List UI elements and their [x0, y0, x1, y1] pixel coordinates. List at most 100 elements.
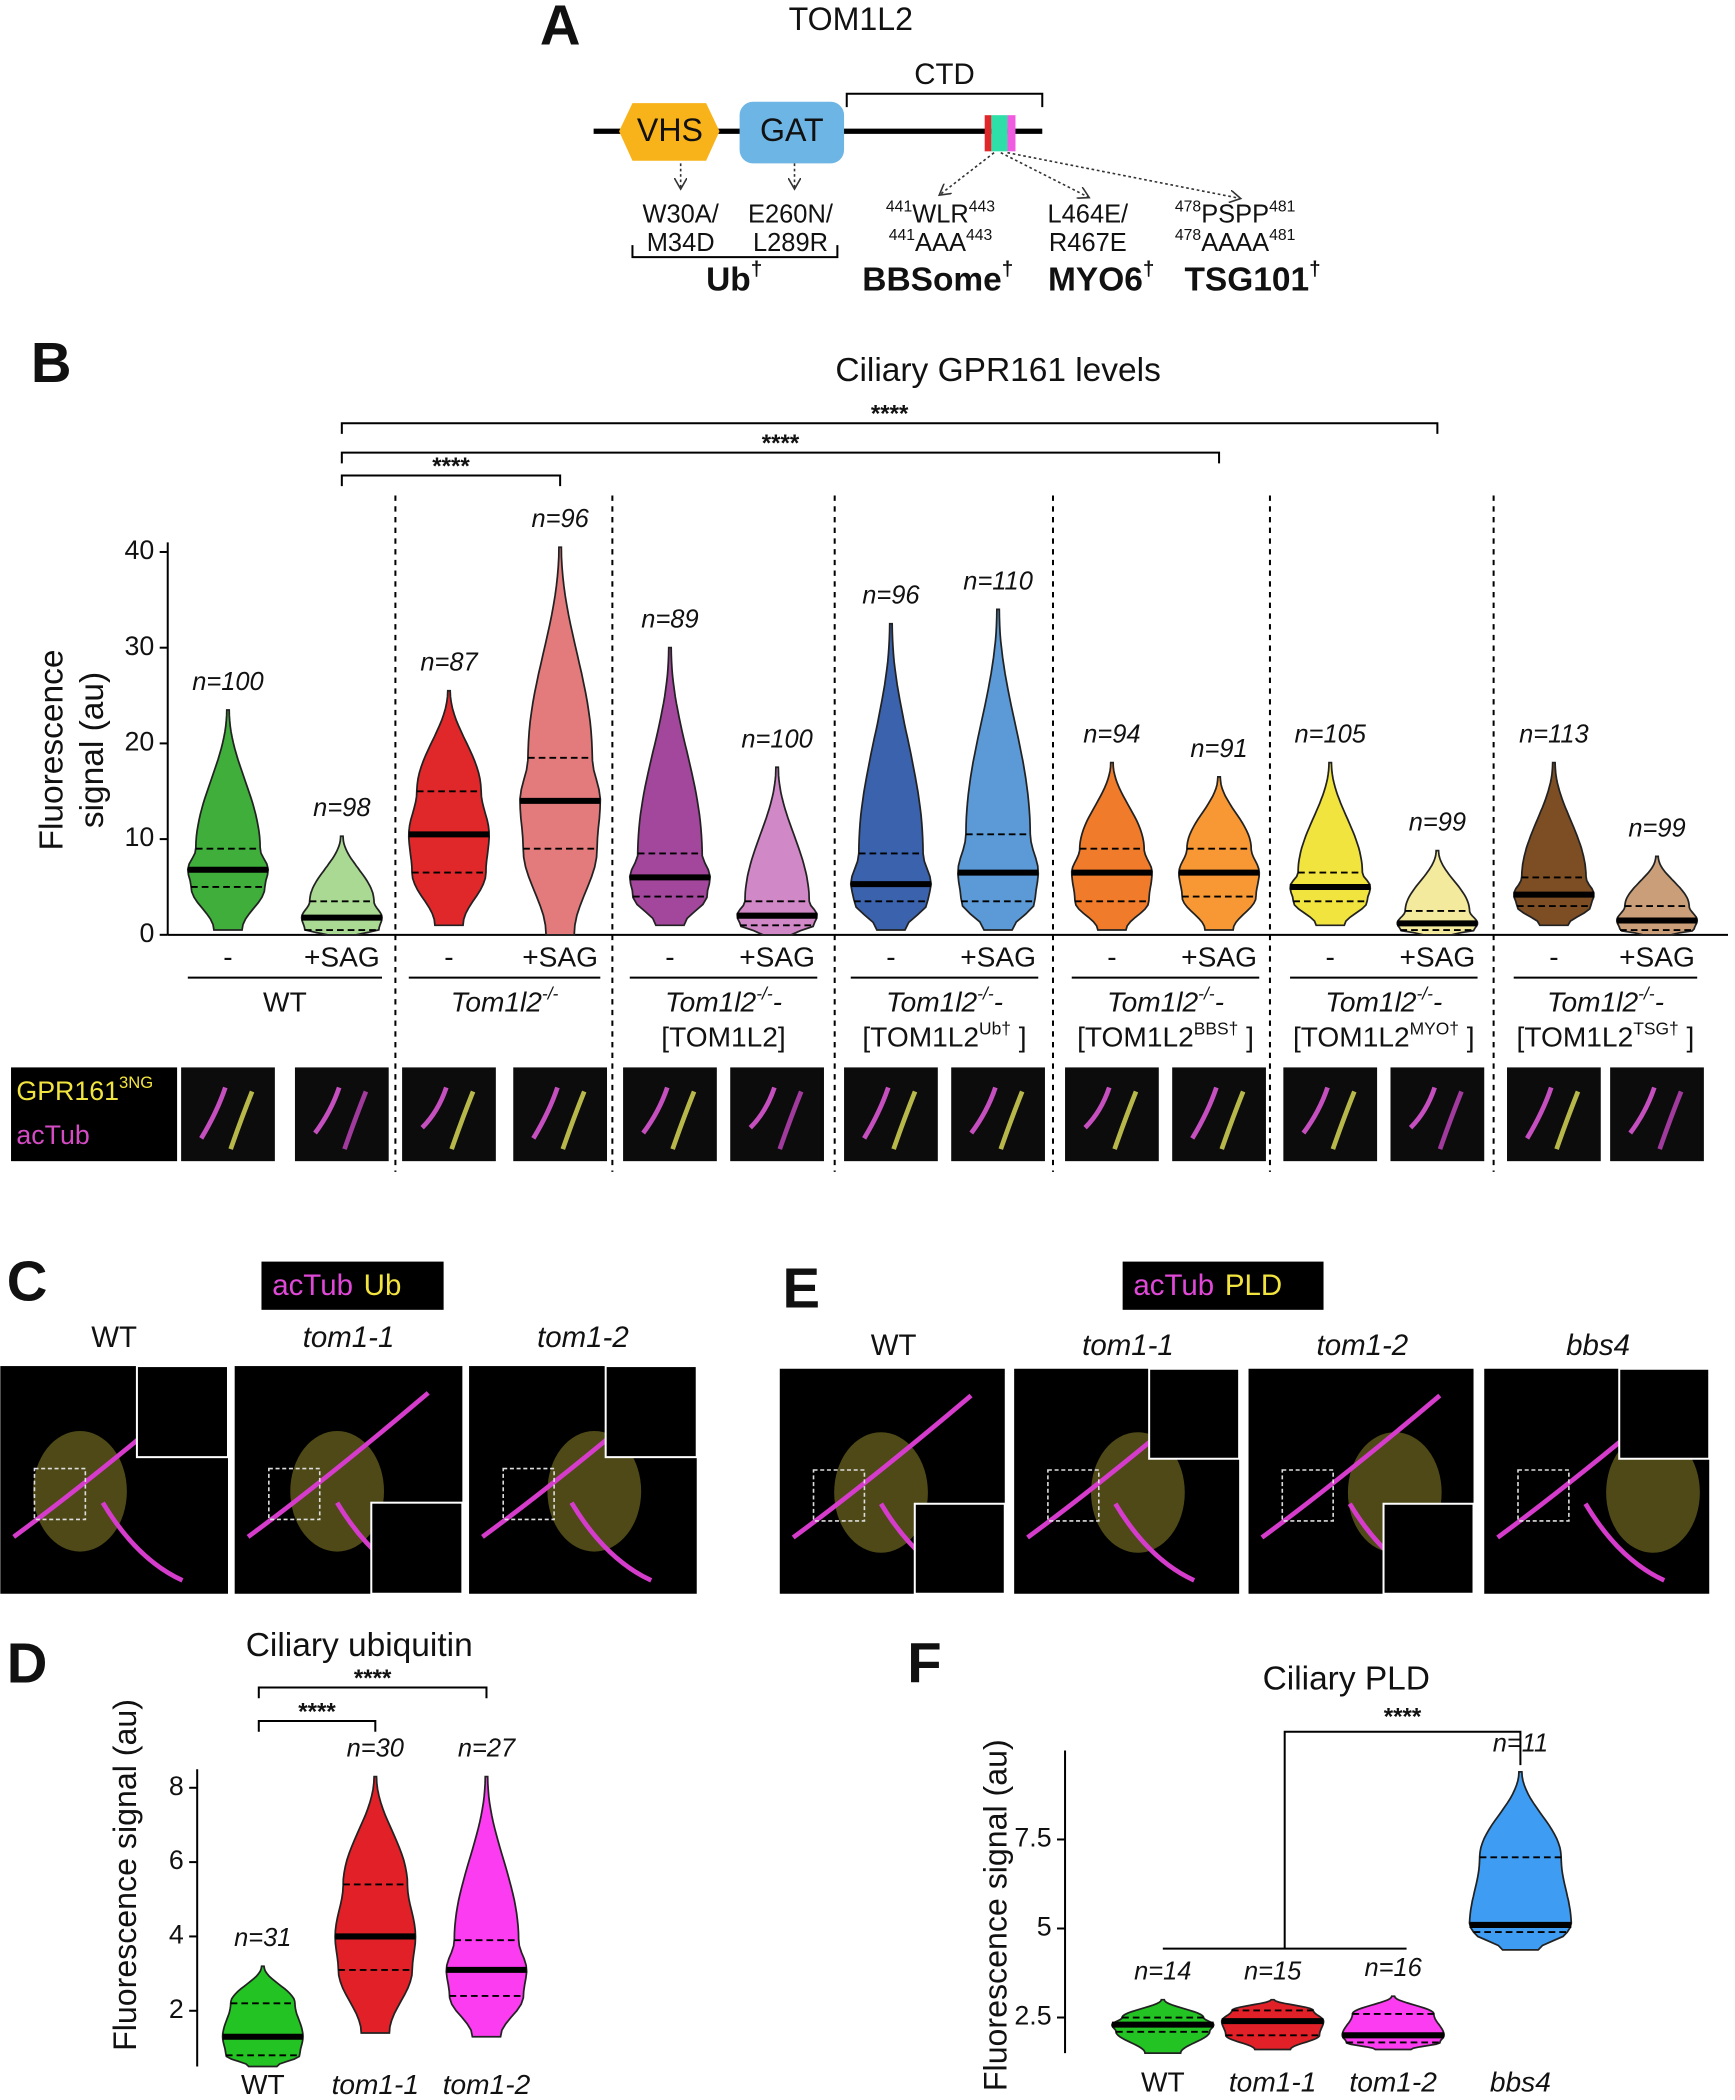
inset	[604, 1365, 698, 1459]
cell-body	[1091, 1432, 1185, 1553]
n-label: n=96	[531, 505, 589, 533]
mutation-label-part: E260N/	[748, 200, 834, 228]
mutation-label-part: L464E/	[1048, 200, 1130, 228]
cell-body	[1606, 1432, 1700, 1553]
group-label-part: Tom1l2	[1547, 987, 1639, 1018]
cell-body	[547, 1431, 642, 1552]
cilium	[1301, 1086, 1330, 1135]
group-label: [TOM1L2BBS† ]	[1077, 1018, 1254, 1053]
partner-label-part: †	[751, 257, 763, 280]
x-tick-label: -	[665, 941, 674, 972]
y-tick-label: 40	[125, 535, 155, 565]
gat-domain	[739, 101, 845, 164]
x-tick-label: WT	[1141, 2066, 1185, 2097]
micrograph	[951, 1067, 1045, 1162]
cilium	[969, 1086, 998, 1135]
cell-body	[33, 1431, 127, 1552]
ctd-label: CTD	[914, 58, 975, 91]
n-label: n=100	[192, 668, 263, 696]
y-tick-label: 2.5	[1014, 2001, 1051, 2031]
channel-label-part: acTub	[16, 1120, 89, 1150]
group-label-part: ]	[1459, 1022, 1475, 1053]
group-label-part: Tom1l2	[1107, 987, 1199, 1018]
inset	[1618, 1367, 1711, 1460]
cilium	[449, 1090, 476, 1150]
cilium	[862, 1086, 891, 1140]
n-label: n=91	[1190, 735, 1247, 763]
cilium	[531, 1086, 560, 1140]
group-label-part: ]	[1011, 1022, 1027, 1053]
cilium	[1437, 1090, 1464, 1150]
group-label-part: [TOM1L2]	[661, 1022, 785, 1053]
y-axis-label: Fluorescence	[34, 650, 71, 851]
significance-label: ****	[871, 401, 909, 428]
roi-box	[1047, 1469, 1100, 1522]
significance-bracket	[340, 474, 562, 487]
group-label: Tom1l2-/--	[665, 983, 782, 1018]
x-tick-label: -	[1107, 941, 1116, 972]
domain-label: VHS	[637, 112, 703, 148]
micrograph	[1390, 1067, 1485, 1162]
group-label-part: Tom1l2	[451, 987, 543, 1018]
partner-label-part: Ub	[706, 261, 751, 298]
mutation-label: L289R	[753, 228, 828, 256]
x-tick-label: -	[223, 941, 232, 972]
x-tick-label: +SAG	[522, 941, 598, 972]
y-axis-label: signal (au)	[74, 672, 111, 828]
mutation-label-part: 481	[1269, 198, 1295, 215]
cilium	[1219, 1090, 1246, 1150]
cilium	[777, 1090, 804, 1150]
cilium	[569, 1501, 653, 1583]
violin	[736, 766, 818, 936]
mutation-label-part: 441	[886, 198, 912, 215]
channel-label: GPR1613NG	[16, 1073, 153, 1106]
x-tick-label: +SAG	[304, 941, 380, 972]
mutation-label-part: 441	[889, 226, 915, 243]
mutation-label-part: AAAA	[1201, 228, 1269, 256]
group-label-part: BBS†	[1194, 1018, 1239, 1038]
significance-bracket	[257, 1719, 377, 1732]
group-label-part: Tom1l2	[886, 987, 978, 1018]
violin	[628, 646, 712, 927]
sample-label: tom1-1	[1082, 1329, 1174, 1362]
x-tick-label: -	[886, 941, 895, 972]
group-label-part: -	[1433, 987, 1442, 1018]
inset	[913, 1502, 1006, 1595]
partner-label-part: TSG101	[1184, 261, 1309, 298]
mutation-label-part: W30A/	[642, 200, 719, 228]
micrograph	[844, 1067, 938, 1162]
cilium	[199, 1086, 228, 1140]
micrograph	[1283, 1067, 1378, 1162]
y-tick-label: 30	[125, 631, 155, 661]
x-tick-label: -	[1326, 941, 1335, 972]
y-tick-label: 7.5	[1014, 1823, 1051, 1853]
group-label-part: -/-	[1198, 983, 1215, 1003]
micrograph	[181, 1067, 275, 1162]
group-label-part: -/-	[1638, 983, 1655, 1003]
arrow	[940, 152, 995, 195]
cilium	[1525, 1086, 1554, 1140]
y-axis-label: Fluorescence signal (au)	[978, 1739, 1014, 2091]
cilium	[100, 1501, 184, 1583]
micrograph-legend	[11, 1067, 178, 1162]
inset	[1382, 1502, 1475, 1595]
panel-letter: B	[31, 331, 72, 394]
partner-label: Ub†	[706, 257, 762, 298]
cilium	[1628, 1086, 1657, 1135]
y-tick-label: 2	[169, 1994, 184, 2024]
mutation-label: 478AAAA481	[1175, 226, 1296, 256]
group-label-part: -/-	[1416, 983, 1433, 1003]
micrograph	[1065, 1067, 1159, 1162]
group-label-part: -/-	[756, 983, 773, 1003]
mutation-label: R467E	[1049, 228, 1127, 256]
channel-name: acTub	[272, 1269, 353, 1302]
n-label: n=87	[420, 649, 478, 677]
roi-box	[502, 1467, 555, 1521]
motif	[984, 115, 992, 152]
x-tick-label: +SAG	[1619, 941, 1695, 972]
micrograph	[1172, 1067, 1266, 1162]
violin	[1513, 761, 1595, 927]
mutation-label-part: 481	[1269, 226, 1295, 243]
mutation-label: 441WLR443	[886, 198, 995, 228]
